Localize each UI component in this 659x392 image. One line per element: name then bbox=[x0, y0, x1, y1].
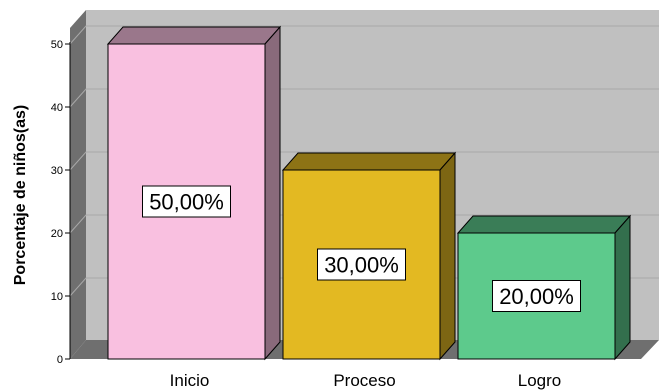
data-label-box bbox=[492, 280, 581, 312]
y-tick-label: 40 bbox=[51, 102, 63, 114]
bar-side-face bbox=[614, 214, 631, 361]
x-tick-label: Proceso bbox=[333, 371, 395, 390]
bar-top-face bbox=[456, 215, 632, 234]
y-axis-label: Porcentaje de niños(as) bbox=[12, 105, 29, 286]
data-label: 50,00% bbox=[149, 190, 224, 215]
data-label: 20,00% bbox=[499, 284, 574, 309]
gridline bbox=[69, 25, 659, 45]
left-wall bbox=[70, 10, 86, 359]
gridline bbox=[69, 88, 659, 108]
y-tick-label: 10 bbox=[51, 291, 63, 303]
y-tick-label: 30 bbox=[51, 165, 63, 177]
bar-logro: 20,00% bbox=[456, 214, 632, 361]
data-label-box bbox=[317, 248, 406, 281]
y-tick-label: 50 bbox=[51, 39, 63, 51]
data-label-box bbox=[142, 185, 231, 218]
x-tick-label: Logro bbox=[518, 371, 561, 390]
x-tick-label: Inicio bbox=[170, 371, 210, 390]
data-label: 30,00% bbox=[324, 253, 399, 278]
x-axis-labels: Inicio Proceso Logro bbox=[170, 371, 562, 390]
gridline bbox=[69, 151, 659, 171]
bar-top-face bbox=[106, 26, 282, 45]
y-axis: 0 10 20 30 40 50 bbox=[51, 39, 71, 366]
bar-side-face bbox=[264, 25, 281, 361]
gridline bbox=[69, 214, 659, 234]
bars: 50,00% 30,00% 20,00% bbox=[106, 25, 632, 361]
bar-top-face bbox=[281, 152, 457, 171]
bar-proceso: 30,00% bbox=[281, 151, 457, 361]
bar-inicio: 50,00% bbox=[106, 25, 282, 361]
bar-side-face bbox=[439, 151, 456, 361]
y-tick-label: 0 bbox=[57, 354, 63, 366]
y-tick-label: 20 bbox=[51, 228, 63, 240]
